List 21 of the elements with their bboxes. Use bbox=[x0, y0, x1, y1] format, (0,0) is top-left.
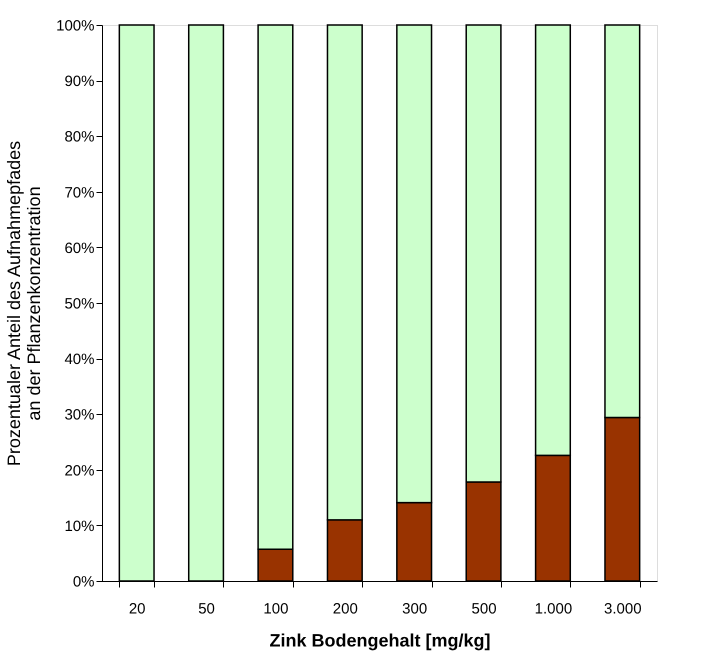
x-axis-title: Zink Bodengehalt [mg/kg] bbox=[269, 630, 491, 650]
x-tick-label: 300 bbox=[402, 600, 428, 618]
y-tick-label: 10% bbox=[64, 518, 94, 535]
y-tick-label: 50% bbox=[64, 296, 94, 312]
y-tick-label: 100% bbox=[56, 18, 94, 34]
x-tick-label: 100 bbox=[263, 600, 288, 618]
y-tick-label: 40% bbox=[64, 351, 94, 368]
y-tick-label: 30% bbox=[64, 406, 94, 424]
y-tick-label: 20% bbox=[64, 462, 94, 480]
y-tick-label: 60% bbox=[64, 240, 94, 257]
x-tick-label: 50 bbox=[198, 600, 215, 618]
y-tick-label: 80% bbox=[64, 128, 94, 146]
y-tick-label: 70% bbox=[64, 184, 94, 202]
y-tick-label: 0% bbox=[72, 574, 94, 590]
y-tick-label: 90% bbox=[64, 73, 94, 90]
x-tick-label: 1.000 bbox=[534, 600, 572, 618]
x-tick-label: 20 bbox=[128, 600, 146, 618]
x-tick-label: 200 bbox=[332, 600, 358, 618]
x-tick-label: 500 bbox=[472, 600, 497, 618]
x-tick-label: 3.000 bbox=[604, 600, 642, 618]
y-axis-title: Prozentualer Anteil des Aufnahmepfades an der Pflanzenkonzentration bbox=[4, 140, 44, 466]
